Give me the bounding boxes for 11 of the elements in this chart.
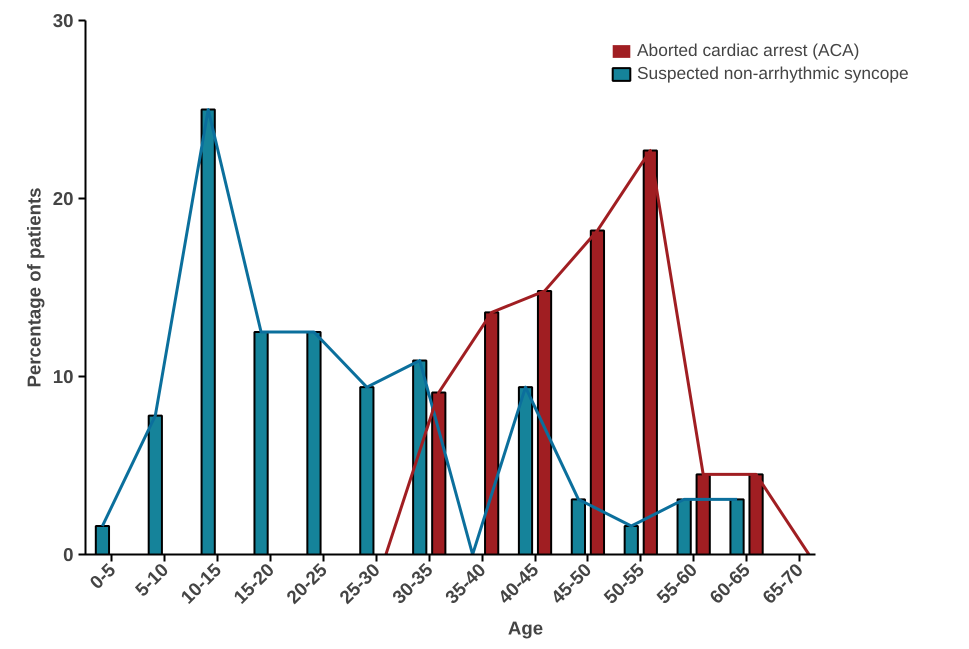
legend-label: Aborted cardiac arrest (ACA) [637, 40, 860, 61]
legend-label: Suspected non-arrhythmic syncope [637, 63, 909, 84]
line-series [100, 108, 739, 554]
y-tick-label: 30 [52, 10, 74, 31]
y-tick-label: 20 [52, 188, 74, 209]
x-tick-label: 0-5 [85, 559, 120, 593]
y-tick-label: 0 [63, 544, 74, 565]
y-axis-title: Percentage of patients [24, 187, 45, 388]
x-axis-title: Age [508, 617, 544, 638]
line-series [384, 148, 810, 554]
y-tick-label: 10 [52, 366, 74, 387]
